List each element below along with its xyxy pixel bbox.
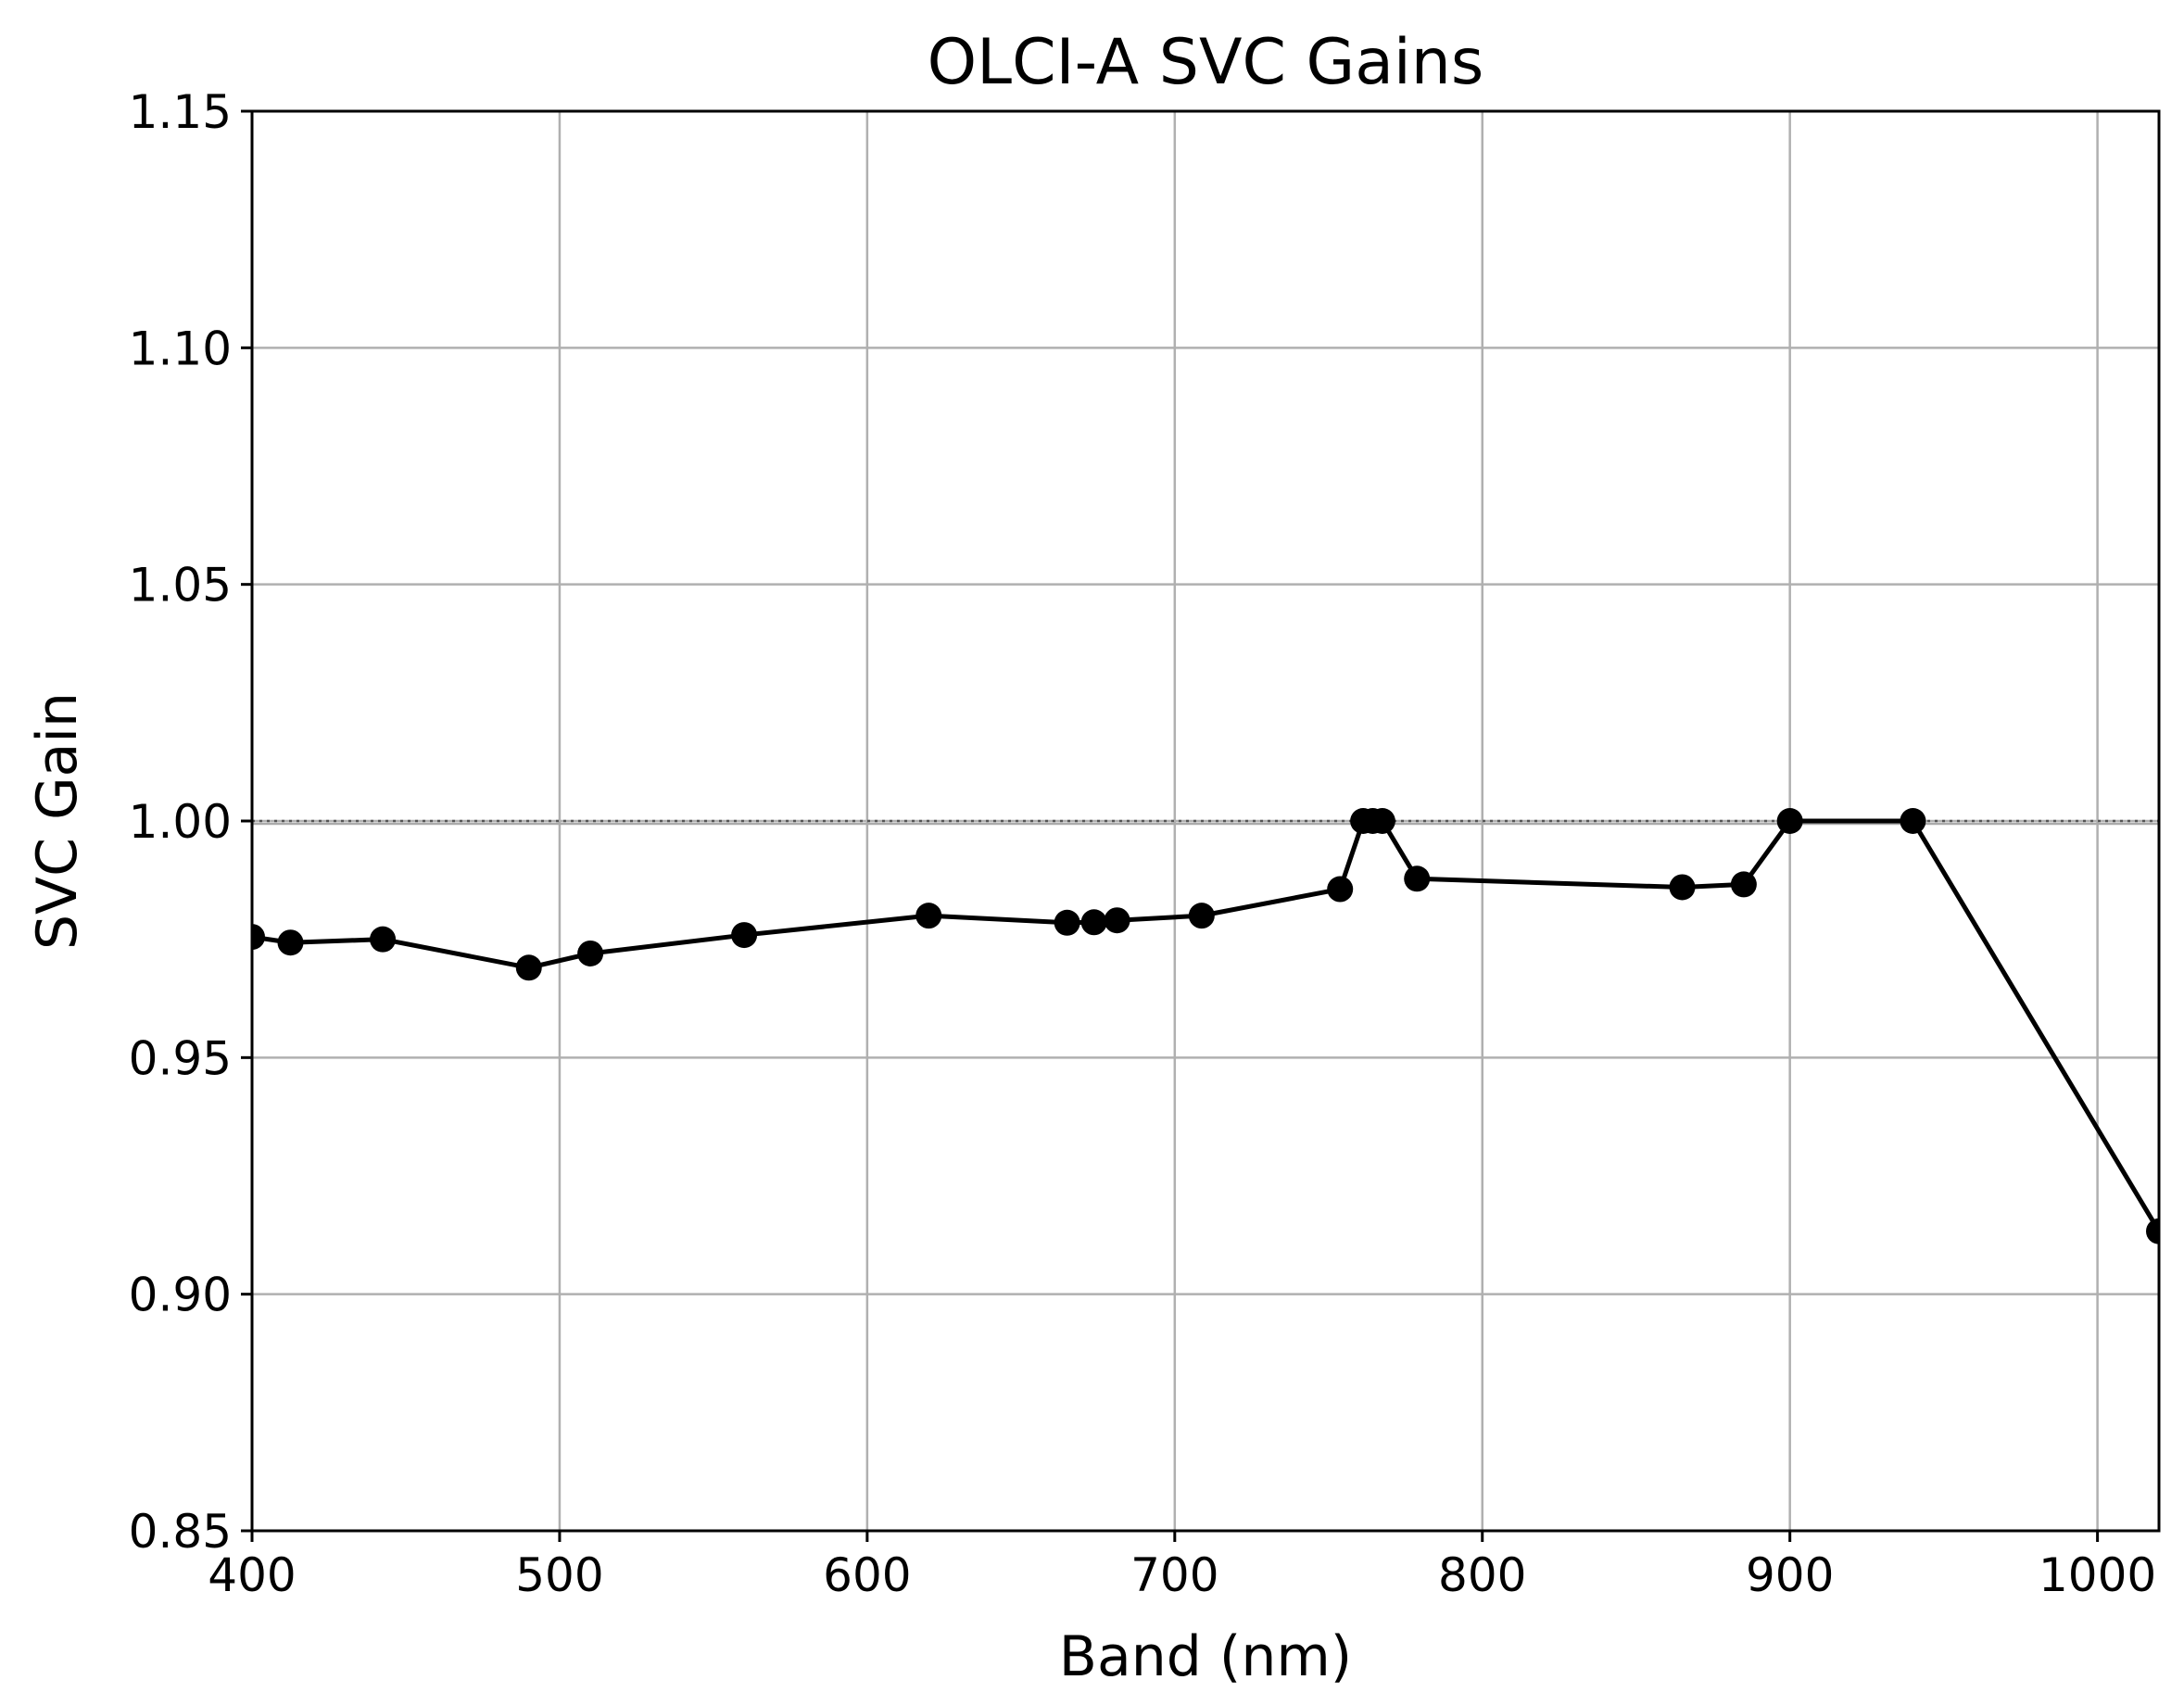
data-point — [1404, 865, 1431, 892]
chart-title: OLCI-A SVC Gains — [928, 26, 1484, 99]
data-point — [252, 924, 265, 951]
data-point — [1776, 808, 1803, 834]
x-tick-label: 600 — [823, 1548, 911, 1602]
data-point — [1669, 874, 1696, 901]
series-layer — [252, 808, 2159, 1244]
data-point — [1104, 907, 1130, 934]
data-point — [2146, 1218, 2159, 1244]
axis-ticks: 400 500 600 700 800 900 1000 0.85 0.90 0.95 1.00 1.… — [129, 85, 2157, 1602]
y-tick-label: 0.90 — [129, 1269, 232, 1322]
data-point — [277, 929, 304, 956]
data-point — [731, 922, 758, 949]
y-tick-label: 0.95 — [129, 1031, 232, 1085]
x-tick-label: 500 — [515, 1548, 603, 1602]
y-tick-label: 1.05 — [129, 559, 232, 613]
data-point — [577, 940, 604, 966]
y-tick-label: 1.10 — [129, 322, 232, 375]
y-axis-label: SVC Gain — [25, 692, 90, 950]
x-tick-label: 800 — [1438, 1548, 1526, 1602]
x-axis-label: Band (nm) — [1059, 1624, 1352, 1689]
y-tick-label: 0.85 — [129, 1505, 232, 1559]
data-point — [915, 903, 942, 929]
x-tick-label: 1000 — [2039, 1548, 2156, 1602]
y-tick-label: 1.15 — [129, 85, 232, 139]
x-tick-label: 900 — [1746, 1548, 1834, 1602]
data-point — [1080, 909, 1107, 936]
data-point — [370, 926, 397, 953]
plot-area — [252, 808, 2159, 1244]
y-tick-label: 1.00 — [129, 795, 232, 849]
data-point — [1369, 808, 1395, 834]
series-line — [252, 818, 2159, 1233]
x-tick-label: 700 — [1130, 1548, 1218, 1602]
data-point — [1188, 903, 1215, 929]
data-point — [515, 954, 542, 981]
data-point — [1730, 871, 1757, 898]
data-point — [1054, 909, 1080, 936]
data-point — [1327, 876, 1354, 903]
data-point — [1900, 808, 1926, 834]
x-tick-label: 400 — [208, 1548, 296, 1602]
